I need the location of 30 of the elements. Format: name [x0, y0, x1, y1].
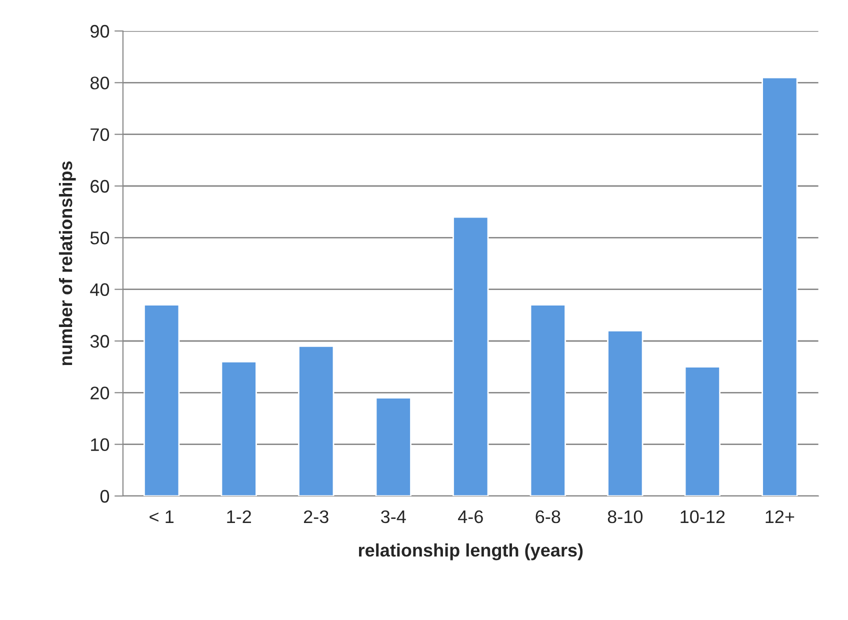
x-tick-label: 3-4 — [381, 510, 406, 524]
y-tick-label: 60 — [90, 180, 110, 193]
y-tick-label: 10 — [91, 438, 110, 452]
bar — [530, 304, 566, 496]
bar — [684, 366, 721, 496]
x-tick-label: < 1 — [150, 510, 174, 523]
y-tick-label: 40 — [90, 283, 110, 296]
x-tick-label: 6-8 — [536, 510, 560, 524]
x-tick-label: 10-12 — [680, 510, 725, 524]
y-axis-title: number of relationships — [58, 161, 76, 366]
x-tick-label: 8-10 — [608, 510, 643, 524]
x-tick-label: 12+ — [766, 510, 794, 523]
bar — [220, 360, 257, 496]
x-tick-label: 2-3 — [304, 510, 328, 524]
bar — [452, 216, 489, 496]
y-tick-label: 70 — [90, 128, 110, 142]
y-tick-label: 90 — [90, 24, 110, 38]
bar — [144, 304, 180, 496]
y-tick-label: 30 — [90, 334, 110, 348]
bar — [298, 345, 334, 496]
y-tick-label: 20 — [90, 386, 110, 400]
x-axis-title: relationship length (years) — [358, 543, 583, 560]
y-tick-label: 50 — [90, 232, 110, 244]
y-tick-label: 80 — [90, 76, 110, 90]
y-tick-label: 0 — [100, 490, 110, 503]
bar — [375, 397, 412, 496]
x-tick-label: 1-2 — [227, 510, 251, 523]
x-tick-label: 4-6 — [458, 510, 483, 524]
bar — [607, 330, 644, 496]
bar — [762, 76, 798, 496]
